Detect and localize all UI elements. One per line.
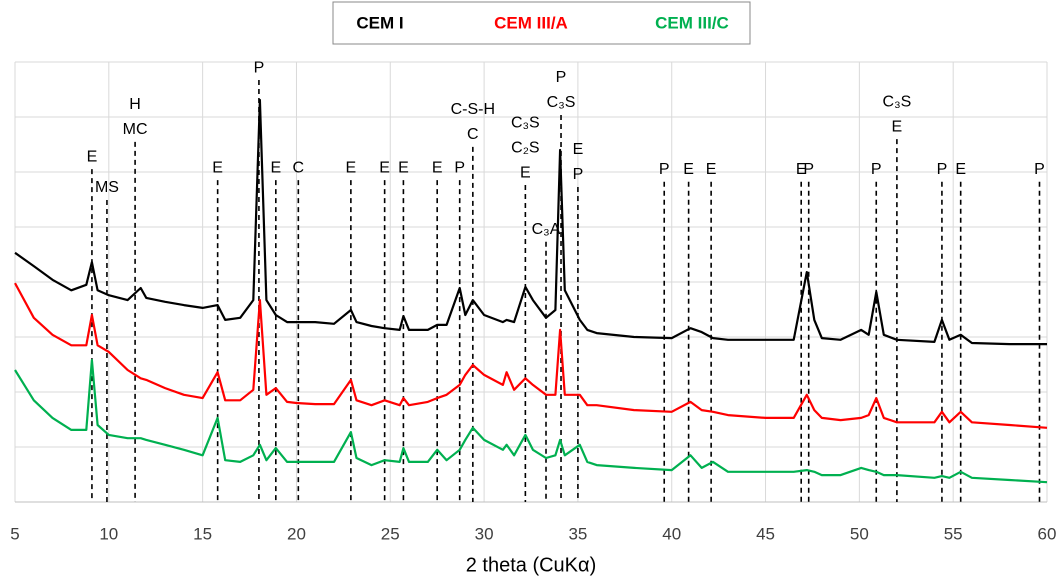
annotation-label: E [683, 161, 694, 178]
annotation-label: P [871, 161, 882, 178]
annotation-label: C-S-H [451, 101, 495, 118]
annotation-label: E [432, 159, 443, 176]
annotation-label: E [379, 159, 390, 176]
legend-entry: CEM III/C [655, 13, 729, 32]
series-line [14, 359, 1048, 484]
annotation-label: P [659, 161, 670, 178]
x-tick-label: 55 [944, 524, 963, 543]
annotation-label: E [892, 118, 903, 135]
annotation-label: P [454, 159, 465, 176]
annotation-label: C₃A [532, 221, 561, 238]
annotation-label: C₃S [883, 93, 912, 110]
annotation-label: C₃S [511, 114, 540, 131]
x-tick-label: 35 [568, 524, 587, 543]
x-tick-label: 50 [850, 524, 869, 543]
x-tick-label: 30 [475, 524, 494, 543]
annotation-label: C [467, 126, 479, 143]
annotation-label: E [87, 148, 98, 165]
legend-entry: CEM III/A [494, 13, 568, 32]
series-line [14, 98, 1047, 346]
annotation-label: E [796, 161, 807, 178]
annotation-label: P [937, 161, 948, 178]
annotation-label: E [398, 159, 409, 176]
series-line [14, 282, 1048, 429]
annotation-label: H [129, 96, 141, 113]
x-tick-label: 5 [10, 524, 19, 543]
annotation-label: P [803, 161, 814, 178]
x-tick-label: 45 [756, 524, 775, 543]
x-tick-label: 20 [287, 524, 306, 543]
x-tick-label: 25 [381, 524, 400, 543]
annotation-label: E [706, 161, 717, 178]
annotation-label: E [520, 164, 531, 181]
annotation-label: P [573, 166, 584, 183]
annotation-label: P [556, 69, 567, 86]
annotation-label: E [573, 141, 584, 158]
annotation-label: C₃S [547, 94, 576, 111]
legend-entry: CEM I [356, 13, 403, 32]
annotation-label: P [254, 59, 265, 76]
x-tick-label: 10 [99, 524, 118, 543]
annotation-label: E [346, 159, 357, 176]
annotation-label: E [212, 159, 223, 176]
annotation-label: E [270, 159, 281, 176]
annotation-label: E [955, 161, 966, 178]
annotation-label: C₂S [511, 139, 539, 156]
annotation-label: MC [123, 121, 148, 138]
annotation-label: MS [95, 179, 119, 196]
legend-box [332, 1, 751, 45]
x-axis-title: 2 theta (CuKα) [466, 554, 597, 576]
x-tick-label: 15 [193, 524, 212, 543]
x-tick-label: 60 [1038, 524, 1057, 543]
x-tick-label: 40 [662, 524, 681, 543]
annotation-label: C [293, 159, 305, 176]
annotation-label: P [1034, 161, 1045, 178]
